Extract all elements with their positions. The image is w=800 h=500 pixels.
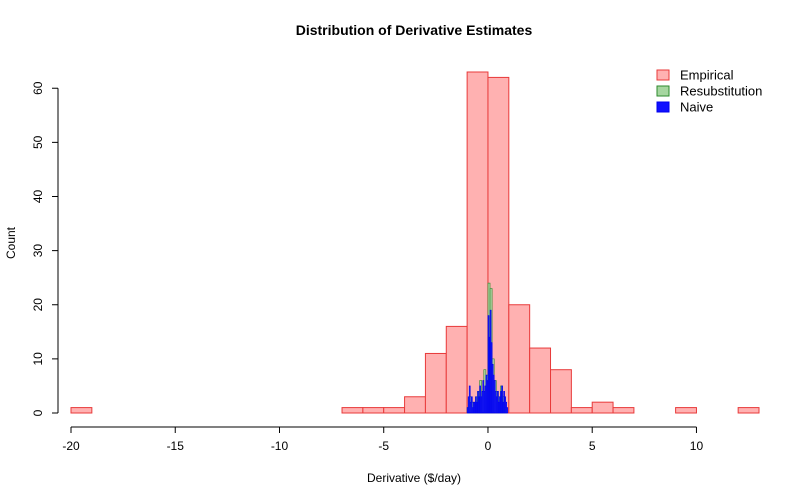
bar-empirical-19 <box>466 71 489 414</box>
bar-empirical-13 <box>341 407 364 414</box>
x-tick-label: -5 <box>378 439 389 453</box>
y-tick-label: 0 <box>31 409 45 416</box>
x-axis: -20 -15 -10 -5 0 5 10 <box>62 426 704 453</box>
bar-empirical-25 <box>591 401 614 414</box>
bar-naive-2 <box>468 385 471 414</box>
x-axis-label: Derivative ($/day) <box>367 471 461 485</box>
bar-naive-33 <box>501 385 503 414</box>
x-tick-label: -15 <box>167 439 185 453</box>
x-tick-label: 10 <box>690 439 704 453</box>
x-tick-label: -20 <box>62 439 80 453</box>
bar-naive-4 <box>470 396 473 414</box>
y-tick-label: 10 <box>31 352 45 366</box>
legend-label-resubstitution: Resubstitution <box>680 84 762 99</box>
bar-empirical-29 <box>675 407 697 414</box>
y-tick-label: 60 <box>31 81 45 95</box>
y-axis-label: Count <box>4 226 18 259</box>
y-axis: 0 10 20 30 40 50 60 <box>31 81 59 416</box>
y-tick-label: 50 <box>31 135 45 149</box>
y-tick-label: 30 <box>31 244 45 258</box>
legend-swatch-empirical <box>656 69 670 81</box>
bar-empirical-22 <box>529 347 552 414</box>
y-tick-label: 40 <box>31 189 45 203</box>
bar-empirical-17 <box>424 352 447 414</box>
bar-empirical-16 <box>404 396 426 414</box>
bar-empirical-23 <box>550 369 572 414</box>
bar-empirical-24 <box>570 407 593 414</box>
legend-swatch-resubstitution <box>656 85 670 97</box>
bar-empirical-0 <box>70 407 93 414</box>
legend-swatch-naive <box>656 101 670 113</box>
bar-empirical-32 <box>737 407 760 414</box>
bar-empirical-18 <box>445 325 468 414</box>
series-empirical <box>70 71 760 414</box>
bars-layer <box>70 71 760 414</box>
legend-label-empirical: Empirical <box>680 68 734 83</box>
x-tick-label: 0 <box>485 439 492 453</box>
bar-empirical-21 <box>508 304 531 414</box>
bar-empirical-26 <box>612 407 635 414</box>
bar-empirical-15 <box>383 407 406 414</box>
series-naive <box>466 309 509 414</box>
legend-label-naive: Naive <box>680 100 713 115</box>
chart-title: Distribution of Derivative Estimates <box>296 22 533 38</box>
bar-naive-38 <box>506 407 509 414</box>
y-tick-label: 20 <box>31 298 45 312</box>
bar-empirical-14 <box>362 407 385 414</box>
x-tick-label: 5 <box>589 439 596 453</box>
x-tick-label: -10 <box>271 439 289 453</box>
